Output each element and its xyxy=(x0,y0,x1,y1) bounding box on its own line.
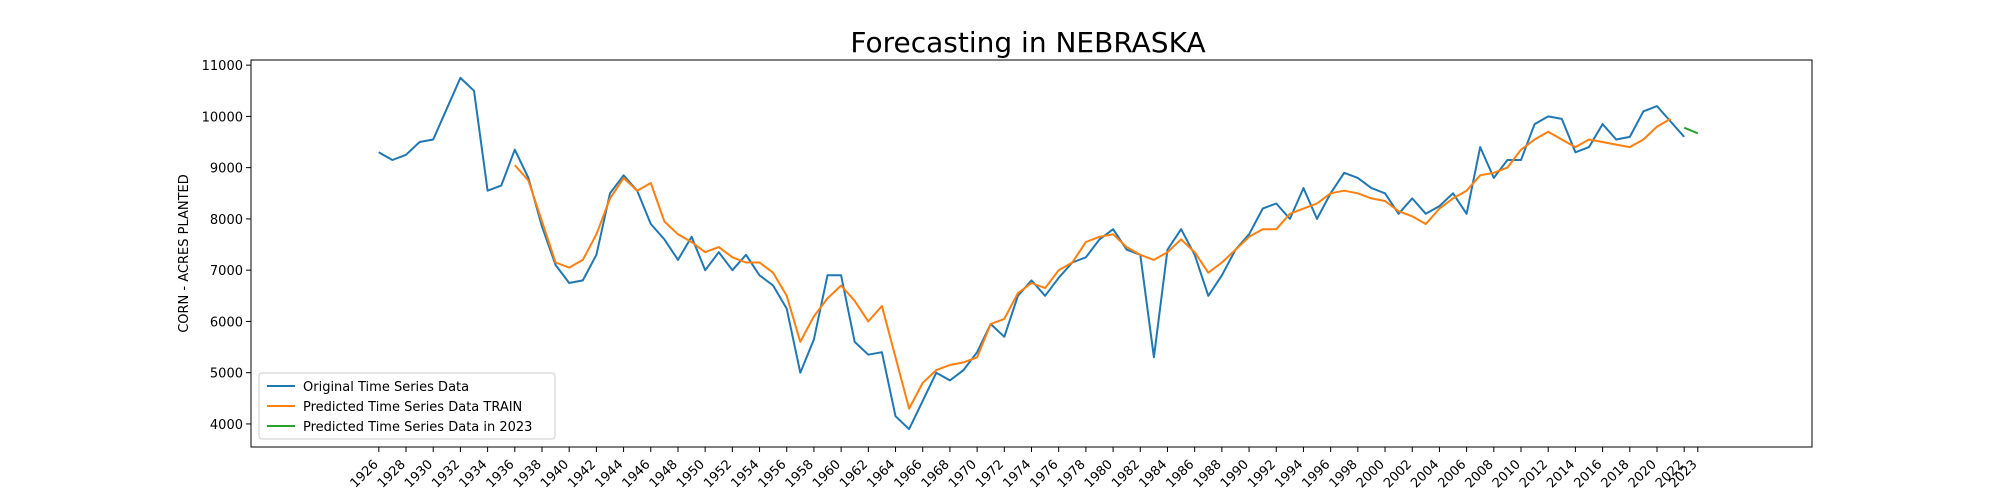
y-tick-label: 4000 xyxy=(210,418,243,433)
legend-label: Predicted Time Series Data in 2023 xyxy=(303,420,532,435)
y-tick-label: 8000 xyxy=(210,213,243,228)
y-tick-label: 6000 xyxy=(210,315,243,330)
series-line-3 xyxy=(1683,126,1699,135)
legend-box xyxy=(258,372,556,440)
y-tick-label: 11000 xyxy=(202,59,243,74)
y-tick-label: 9000 xyxy=(210,162,243,177)
y-tick-label: 5000 xyxy=(210,367,243,382)
y-tick-label: 7000 xyxy=(210,264,243,279)
legend-label: Predicted Time Series Data TRAIN xyxy=(303,400,522,415)
y-tick-label: 10000 xyxy=(202,110,243,125)
series-line-2 xyxy=(514,118,1672,410)
chart-title: Forecasting in NEBRASKA xyxy=(850,26,1205,59)
series-line-1 xyxy=(378,76,1685,431)
y-axis: 4000 5000 6000 7000 8000 9000 10000 11000 xyxy=(202,59,251,433)
legend-label: Original Time Series Data xyxy=(303,380,469,395)
y-axis-label: CORN - ACRES PLANTED xyxy=(177,174,192,333)
legend: Original Time Series Data Predicted Time … xyxy=(258,372,556,440)
series-lines xyxy=(378,76,1699,431)
